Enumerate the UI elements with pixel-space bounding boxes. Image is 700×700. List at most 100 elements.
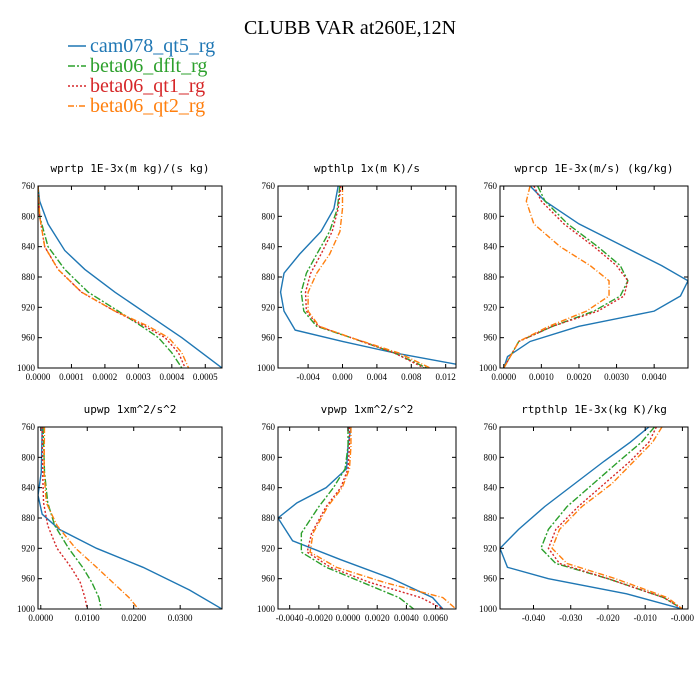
x-tick-label: 0.0020 [365, 613, 390, 623]
y-tick-label: 760 [262, 181, 276, 191]
x-tick-label: 0.0100 [75, 613, 100, 623]
y-tick-label: 920 [262, 543, 276, 553]
y-tick-label: 880 [262, 272, 276, 282]
plot-frame [37, 185, 223, 369]
y-tick-label: 960 [262, 333, 276, 343]
series-line [503, 186, 610, 368]
series-group [38, 186, 222, 368]
x-tick-label: 0.0005 [193, 372, 218, 382]
legend-label: cam078_qt5_rg [90, 35, 215, 57]
subplot: rtpthlp 1E-3x(kg K)/kg 760 800 840 880 920 960… [479, 403, 695, 623]
legend: cam078_qt5_rgbeta06_dflt_rgbeta06_qt1_rg… [68, 35, 215, 117]
subplot-title: wprcp 1E-3x(m/s) (kg/kg) [515, 162, 674, 175]
series-line [38, 186, 186, 368]
y-tick-label: 920 [262, 302, 276, 312]
plot-frame [499, 185, 689, 369]
series-line [38, 186, 183, 368]
x-tick-label: 0.0003 [126, 372, 151, 382]
legend-label: beta06_qt2_rg [90, 95, 205, 117]
y-tick-label: 840 [484, 483, 498, 493]
legend-item: cam078_qt5_rg [68, 35, 215, 57]
x-tick-label: 0.0001 [59, 372, 84, 382]
series-line [300, 186, 428, 368]
subplot-title: upwp 1xm^2/s^2 [84, 403, 177, 416]
y-tick-label: 800 [484, 211, 498, 221]
y-tick-label: 1000 [479, 363, 498, 373]
series-line [309, 427, 456, 609]
series-line [547, 427, 683, 609]
subplot-title: wpthlp 1x(m K)/s [314, 162, 420, 175]
x-tick-label: 0.0300 [168, 613, 193, 623]
y-tick-label: 760 [22, 181, 36, 191]
y-tick-label: 880 [22, 513, 36, 523]
series-line [503, 186, 629, 368]
y-tick-label: 960 [22, 333, 36, 343]
y-tick-label: 960 [262, 574, 276, 584]
y-tick-label: 1000 [17, 604, 36, 614]
legend-item: beta06_qt1_rg [68, 75, 205, 97]
y-tick-label: 800 [262, 211, 276, 221]
x-tick-label: -0.020 [596, 613, 620, 623]
y-tick-label: 800 [484, 452, 498, 462]
x-tick-label: 0.0000 [26, 372, 51, 382]
x-tick-label: -0.010 [634, 613, 658, 623]
subplot: wpthlp 1x(m K)/s 760 800 840 880 920 960 1000 -0… [257, 162, 457, 382]
y-tick-label: 960 [484, 574, 498, 584]
series-group [503, 186, 688, 368]
series-line [278, 427, 444, 609]
series-line [41, 427, 88, 609]
x-tick-label: 0.0030 [604, 372, 629, 382]
x-tick-label: -0.0020 [305, 613, 333, 623]
x-tick-label: 0.0040 [394, 613, 419, 623]
series-line [503, 186, 629, 368]
y-tick-label: 960 [484, 333, 498, 343]
x-tick-label: 0.0000 [28, 613, 53, 623]
legend-label: beta06_qt1_rg [90, 75, 205, 97]
series-line [43, 427, 139, 609]
series-line [307, 186, 431, 368]
y-tick-label: 1000 [17, 363, 36, 373]
plot-frame [37, 426, 223, 610]
x-tick-label: 0.0060 [423, 613, 448, 623]
figure-title: CLUBB VAR at260E,12N [244, 17, 456, 39]
y-tick-label: 880 [484, 513, 498, 523]
plot-frame [499, 426, 689, 610]
series-group [38, 427, 222, 609]
x-tick-label: 0.0020 [567, 372, 592, 382]
series-group [279, 186, 456, 368]
subplot: vpwp 1xm^2/s^27608008408809209601000-0.0… [257, 403, 457, 623]
y-tick-label: 840 [262, 242, 276, 252]
subplot: wprcp 1E-3x(m/s) (kg/kg) 760 800 840 880 920 9… [479, 162, 689, 382]
series-line [500, 427, 683, 609]
series-line [38, 186, 222, 368]
x-tick-label: 0.000 [332, 372, 353, 382]
y-tick-label: 880 [484, 272, 498, 282]
series-line [42, 427, 102, 609]
x-tick-label: 0.0002 [93, 372, 118, 382]
y-tick-label: 760 [22, 422, 36, 432]
series-line [38, 186, 190, 368]
y-tick-label: 920 [484, 302, 498, 312]
y-tick-label: 1000 [257, 604, 276, 614]
x-tick-label: 0.0000 [491, 372, 516, 382]
x-tick-label: 0.004 [367, 372, 388, 382]
y-tick-label: 840 [22, 242, 36, 252]
plot-frame [277, 185, 457, 369]
x-tick-label: 0.0000 [336, 613, 361, 623]
y-tick-label: 840 [262, 483, 276, 493]
y-tick-label: 960 [22, 574, 36, 584]
legend-item: beta06_qt2_rg [68, 95, 205, 117]
subplot-title: wprtp 1E-3x(m kg)/(s kg) [51, 162, 210, 175]
y-tick-label: 760 [484, 181, 498, 191]
series-group [278, 427, 456, 609]
plot-frame [277, 426, 457, 610]
series-group [500, 427, 683, 609]
x-tick-label: 0.0040 [642, 372, 667, 382]
legend-item: beta06_dflt_rg [68, 55, 207, 77]
y-tick-label: 800 [262, 452, 276, 462]
y-tick-label: 800 [22, 452, 36, 462]
legend-label: beta06_dflt_rg [90, 55, 207, 77]
subplot: upwp 1xm^2/s^2 760 800 840 880 920 960 10000.00… [17, 403, 223, 623]
x-tick-label: 0.008 [401, 372, 422, 382]
